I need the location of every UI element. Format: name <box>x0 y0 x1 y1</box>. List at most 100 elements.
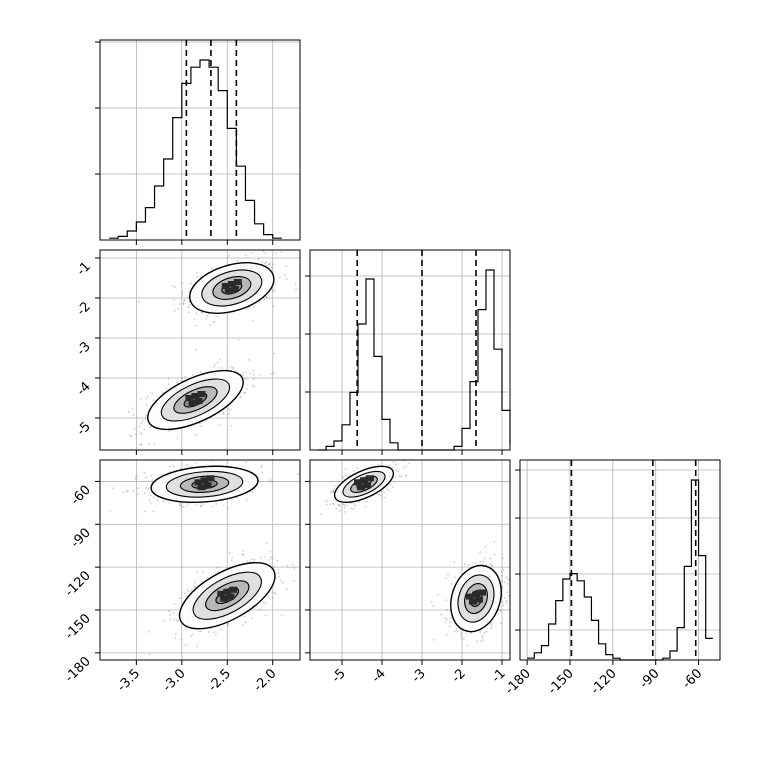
scatter-point <box>261 464 263 467</box>
scatter-point <box>241 372 244 375</box>
scatter-point <box>150 474 152 477</box>
scatter-point <box>181 379 183 382</box>
scatter-point <box>175 619 178 622</box>
scatter-point <box>227 407 230 410</box>
density-cell <box>466 593 474 600</box>
scatter-point <box>402 466 405 469</box>
scatter-point <box>143 471 146 474</box>
scatter-point <box>270 266 273 269</box>
scatter-point <box>251 490 254 493</box>
histogram-2 <box>527 460 713 661</box>
scatter-point <box>152 496 155 499</box>
scatter-point <box>138 425 141 428</box>
scatter-point <box>173 618 176 621</box>
scatter-point <box>215 633 217 636</box>
scatter-point <box>332 491 335 494</box>
scatter-point <box>237 338 240 341</box>
x-tick-label: -150 <box>545 666 576 697</box>
scatter-point <box>295 288 297 291</box>
scatter-point <box>354 504 357 507</box>
scatter-point <box>193 585 196 588</box>
scatter-point <box>167 378 170 380</box>
scatter-point <box>450 583 453 585</box>
scatter-point <box>140 433 142 435</box>
scatter-point <box>405 465 407 468</box>
scatter-point <box>145 476 147 479</box>
scatter-point <box>282 581 284 584</box>
scatter-point <box>232 367 235 370</box>
scatter-point <box>456 630 459 633</box>
scatter-point <box>156 499 159 502</box>
scatter-point <box>190 589 193 592</box>
scatter-point <box>201 503 204 505</box>
scatter-point <box>230 498 233 501</box>
scatter-point <box>173 309 176 312</box>
scatter-point <box>342 476 345 479</box>
scatter-point <box>245 498 248 501</box>
scatter-point <box>352 469 355 472</box>
scatter-point <box>245 388 248 390</box>
scatter-point <box>191 633 194 636</box>
scatter-point <box>140 432 143 434</box>
scatter-point <box>177 307 179 310</box>
scatter-point <box>292 579 295 582</box>
scatter-point <box>172 612 175 615</box>
density-peak <box>466 589 486 605</box>
density-cell <box>478 589 486 596</box>
scatter-point <box>171 284 174 287</box>
density-cell <box>229 586 238 593</box>
scatter-point <box>244 621 247 624</box>
scatter-point <box>467 563 470 566</box>
scatter-point <box>131 407 134 410</box>
scatter-point <box>409 457 411 459</box>
scatter-point <box>145 414 147 417</box>
scatter-point <box>479 551 481 554</box>
scatter-point <box>252 373 255 376</box>
y-tick-label: -5 <box>74 419 94 439</box>
scatter-point <box>178 303 181 305</box>
scatter-point <box>433 638 436 641</box>
scatter-point <box>505 602 508 604</box>
scatter-point <box>449 625 451 627</box>
scatter-point <box>137 487 140 490</box>
scatter-point <box>252 369 255 372</box>
scatter-point <box>136 475 139 477</box>
scatter-point <box>201 580 204 583</box>
scatter-point <box>209 324 212 326</box>
density-cell <box>226 593 235 600</box>
scatter-point <box>268 481 271 484</box>
scatter-point <box>333 484 336 487</box>
x-tick-label: -2.5 <box>206 666 235 695</box>
scatter-point <box>404 474 407 477</box>
scatter-point <box>216 361 219 364</box>
scatter-point <box>460 634 462 637</box>
scatter-point <box>381 497 384 499</box>
scatter-point <box>500 574 503 577</box>
scatter-point <box>250 617 253 620</box>
scatter-point <box>454 576 456 579</box>
scatter-point <box>213 631 215 633</box>
scatter-point <box>394 477 397 479</box>
scatter-point <box>270 373 273 376</box>
scatter-point <box>183 592 186 595</box>
scatter-point <box>272 263 275 266</box>
scatter-point <box>264 251 267 254</box>
scatter-point <box>147 395 149 398</box>
scatter-point <box>339 509 341 512</box>
scatter-point <box>189 465 192 467</box>
scatter-point <box>183 299 186 302</box>
scatter-point <box>265 542 268 545</box>
scatter-point <box>479 560 482 563</box>
density-cell <box>475 596 483 603</box>
scatter-point <box>267 264 270 266</box>
scatter-point <box>482 639 485 642</box>
scatter-point <box>440 613 443 616</box>
scatter-point <box>187 503 190 505</box>
scatter-point <box>164 387 167 390</box>
scatter-point <box>187 306 190 308</box>
scatter-point <box>177 619 180 622</box>
scatter-point <box>196 275 199 278</box>
scatter-point <box>144 417 147 420</box>
scatter-point <box>231 366 234 369</box>
scatter-point <box>504 597 506 600</box>
